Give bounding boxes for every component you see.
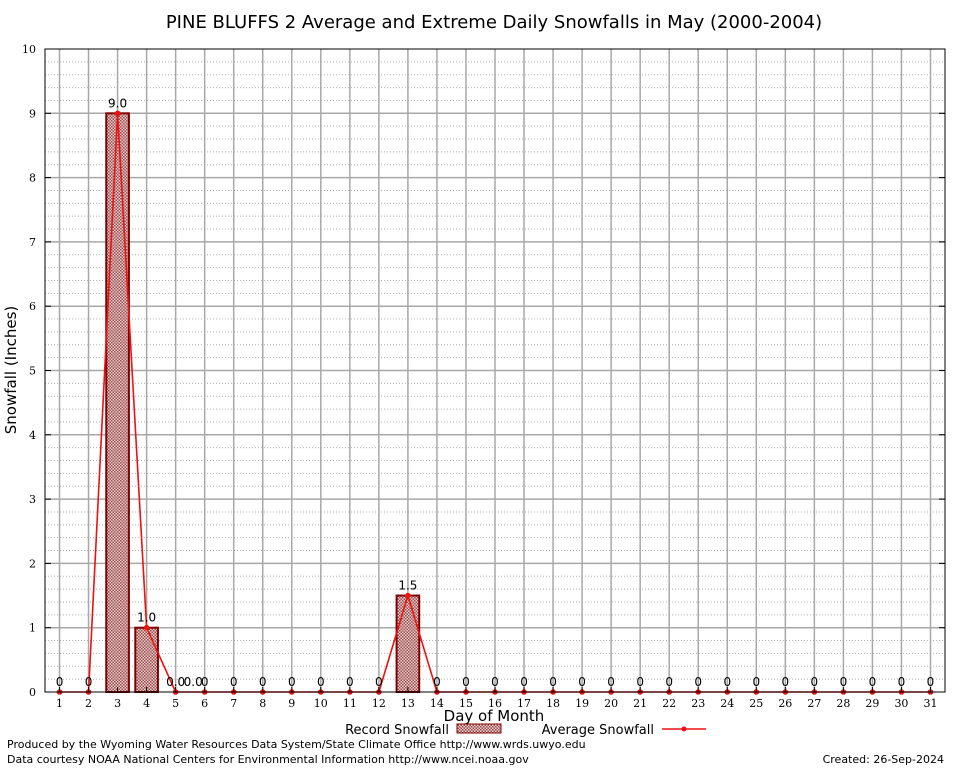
chart-title: PINE BLUFFS 2 Average and Extreme Daily …: [166, 12, 822, 33]
y-tick-label: 10: [22, 43, 36, 56]
x-axis-title: Day of Month: [444, 707, 545, 725]
x-tick-label: 12: [372, 697, 386, 710]
x-tick-label: 16: [488, 697, 502, 710]
record-data-label: 0: [636, 675, 644, 689]
x-tick-label: 28: [836, 697, 850, 710]
legend-average-marker: [681, 726, 687, 732]
data-labels: 0 09.01.00.0 0 0 0 0 0 0 01.50 0 0 0 0 0 0 0 0 0 0 0 0 0 0 0 0 00…: [56, 96, 935, 689]
record-data-label: 0: [201, 675, 209, 689]
y-tick-label: 4: [29, 429, 36, 442]
y-tick-label: 0: [29, 686, 36, 699]
record-data-label: 0: [346, 675, 354, 689]
record-data-label: 0: [898, 675, 906, 689]
record-data-label: 0: [259, 675, 267, 689]
footer-data-courtesy: Data courtesy NOAA National Centers for …: [7, 753, 529, 766]
x-tick-label: 3: [114, 697, 121, 710]
y-tick-label: 5: [29, 365, 36, 378]
record-data-label: 0: [433, 675, 441, 689]
x-tick-label: 18: [546, 697, 560, 710]
y-tick-label: 6: [29, 300, 36, 313]
bar-series: [105, 112, 421, 694]
record-data-label: 0: [375, 675, 383, 689]
record-bar: [395, 594, 421, 693]
average-point: [143, 624, 150, 631]
footer-created-date: Created: 26-Sep-2024: [823, 753, 944, 766]
record-data-label: 0: [811, 675, 819, 689]
record-data-label: 0: [840, 675, 848, 689]
grid: [45, 49, 945, 692]
record-data-label: 0: [288, 675, 296, 689]
record-data-label: 0: [927, 675, 935, 689]
record-data-label: 0: [578, 675, 586, 689]
x-tick-label: 11: [343, 697, 357, 710]
record-data-label: 0: [752, 675, 760, 689]
record-data-label: 0: [520, 675, 528, 689]
x-tick-label: 26: [778, 697, 792, 710]
record-bar: [134, 626, 159, 694]
record-data-label: 0: [85, 675, 93, 689]
y-tick-label: 2: [29, 557, 36, 570]
record-data-label: 0: [665, 675, 673, 689]
x-tick-label: 17: [517, 697, 531, 710]
x-tick-label: 27: [807, 697, 821, 710]
x-tick-label: 6: [201, 697, 208, 710]
x-tick-label: 23: [691, 697, 705, 710]
y-axis-title: Snowfall (Inches): [2, 306, 20, 434]
legend-record-swatch: [456, 723, 502, 734]
record-data-label: 0: [782, 675, 790, 689]
y-tick-label: 1: [29, 622, 36, 635]
record-data-label: 1.5: [398, 579, 417, 593]
x-tick-label: 31: [923, 697, 937, 710]
legend: Record Snowfall Average Snowfall: [345, 723, 706, 738]
x-tick-label: 19: [575, 697, 589, 710]
record-data-label: 0: [491, 675, 499, 689]
y-tick-label: 3: [29, 493, 36, 506]
x-tick-label: 8: [259, 697, 266, 710]
average-point: [114, 110, 121, 117]
y-tick-label: 7: [29, 236, 36, 249]
record-data-label: 9.0: [108, 96, 127, 110]
x-tick-label: 25: [749, 697, 763, 710]
footer-produced-by: Produced by the Wyoming Water Resources …: [7, 738, 586, 751]
x-tick-label: 1: [56, 697, 63, 710]
y-tick-label: 9: [29, 107, 36, 120]
x-tick-label: 14: [430, 697, 444, 710]
x-tick-label: 9: [288, 697, 295, 710]
x-tick-label: 15: [459, 697, 473, 710]
x-tick-label: 13: [401, 697, 415, 710]
x-tick-label: 29: [865, 697, 879, 710]
record-data-label: 1.0: [137, 611, 156, 625]
legend-record-label: Record Snowfall: [345, 723, 449, 738]
record-data-label: 0.0: [166, 675, 185, 689]
x-tick-label: 4: [143, 697, 150, 710]
record-data-label: 0: [694, 675, 702, 689]
x-tick-label: 24: [720, 697, 734, 710]
x-tick-label: 10: [314, 697, 328, 710]
record-data-label: 0: [462, 675, 470, 689]
x-tick-label: 21: [633, 697, 647, 710]
x-tick-label: 5: [172, 697, 179, 710]
record-data-label: 0: [723, 675, 731, 689]
x-tick-label: 30: [894, 697, 908, 710]
record-data-label: 0: [56, 675, 64, 689]
x-tick-label: 20: [604, 697, 618, 710]
x-tick-label: 2: [85, 697, 92, 710]
y-tick-label: 8: [29, 172, 36, 185]
x-tick-label: 7: [230, 697, 237, 710]
record-data-label: 0: [869, 675, 877, 689]
record-data-label: 0: [549, 675, 557, 689]
average-data-label: 0.0: [184, 675, 203, 689]
record-data-label: 0: [607, 675, 615, 689]
plot-frame: [44, 48, 946, 693]
average-point: [405, 592, 411, 599]
legend-average-label: Average Snowfall: [542, 723, 654, 738]
record-bar: [105, 112, 130, 694]
x-tick-label: 22: [662, 697, 676, 710]
record-data-label: 0: [317, 675, 325, 689]
record-data-label: 0: [230, 675, 238, 689]
